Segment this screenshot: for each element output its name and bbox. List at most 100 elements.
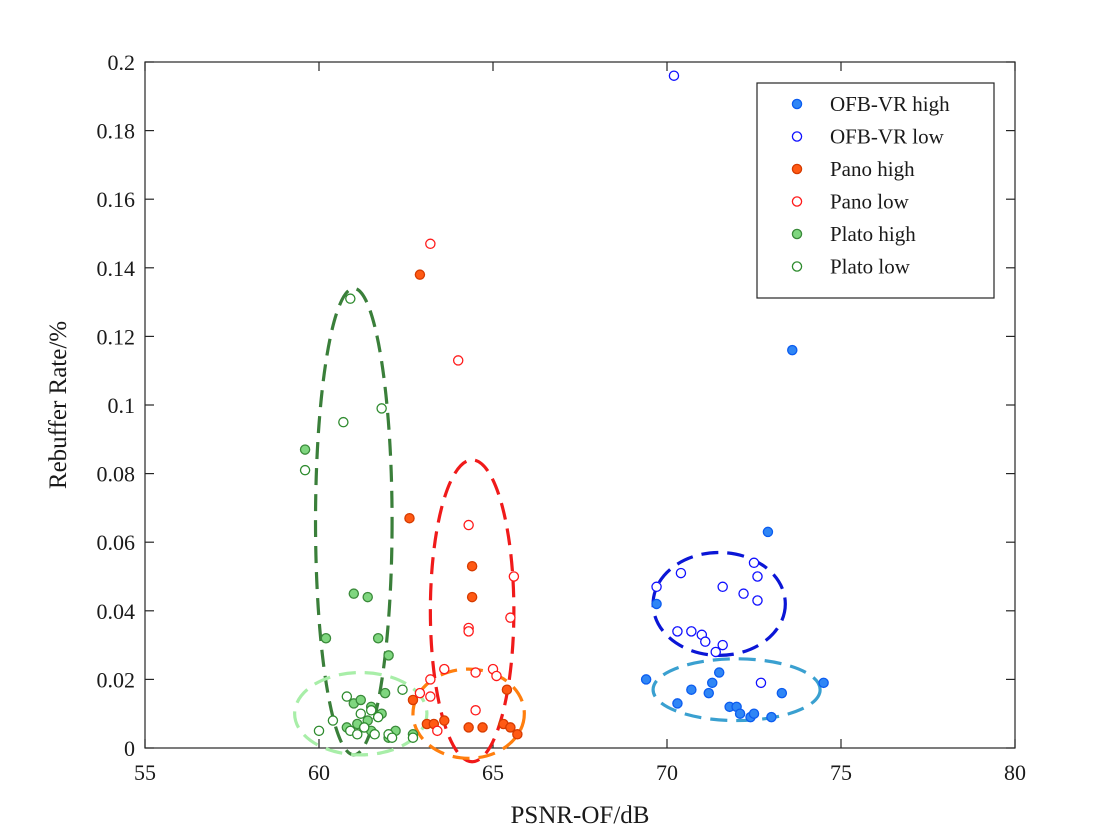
data-point bbox=[700, 636, 711, 647]
data-point bbox=[776, 687, 788, 699]
data-point bbox=[313, 725, 325, 737]
data-point bbox=[470, 667, 481, 678]
legend-marker bbox=[791, 131, 803, 142]
data-point bbox=[501, 684, 513, 695]
data-point bbox=[383, 650, 394, 661]
data-point bbox=[710, 646, 721, 658]
data-point bbox=[470, 705, 481, 716]
series-group bbox=[299, 293, 419, 743]
y-tick-label: 0.08 bbox=[97, 462, 136, 487]
data-point bbox=[651, 581, 662, 593]
cluster-ellipse bbox=[293, 670, 429, 757]
data-point bbox=[717, 639, 728, 651]
data-point bbox=[365, 705, 377, 716]
data-point bbox=[299, 444, 311, 455]
x-tick-label: 55 bbox=[134, 760, 156, 785]
legend: OFB-VR high OFB-VR low Pano high Pano low Pl… bbox=[756, 82, 995, 299]
legend-label: Plato high bbox=[830, 222, 916, 246]
data-point bbox=[766, 711, 777, 723]
data-point bbox=[466, 591, 478, 603]
y-tick-label: 0.1 bbox=[108, 393, 136, 418]
data-point bbox=[706, 677, 718, 689]
data-point bbox=[463, 626, 474, 637]
legend-label: Pano high bbox=[830, 157, 915, 181]
y-tick-label: 0.12 bbox=[97, 324, 136, 349]
legend-marker bbox=[791, 196, 803, 207]
y-tick-label: 0.04 bbox=[97, 599, 136, 624]
data-point bbox=[463, 519, 474, 531]
data-point bbox=[672, 626, 683, 637]
data-point bbox=[686, 684, 697, 695]
data-point bbox=[787, 344, 798, 356]
series-group bbox=[651, 70, 767, 689]
y-tick-label: 0.14 bbox=[97, 256, 136, 281]
data-point bbox=[348, 588, 360, 599]
data-point bbox=[734, 708, 746, 719]
data-point bbox=[432, 725, 443, 737]
x-tick-label: 70 bbox=[656, 760, 678, 785]
data-point bbox=[345, 293, 356, 304]
data-point bbox=[439, 715, 450, 726]
data-point bbox=[508, 571, 520, 582]
data-point bbox=[477, 722, 488, 733]
data-point bbox=[640, 674, 652, 685]
cluster-ellipse bbox=[428, 458, 516, 764]
data-point bbox=[425, 691, 436, 702]
data-point bbox=[338, 416, 349, 428]
data-point bbox=[755, 677, 767, 689]
data-point bbox=[404, 512, 415, 524]
data-point bbox=[341, 691, 353, 702]
y-tick-label: 0.2 bbox=[108, 50, 136, 75]
data-point bbox=[355, 708, 367, 719]
data-point bbox=[358, 722, 370, 733]
data-point bbox=[748, 708, 760, 719]
data-point bbox=[713, 667, 725, 678]
data-point bbox=[703, 687, 715, 699]
data-point bbox=[352, 729, 363, 740]
data-point bbox=[414, 269, 426, 280]
data-point bbox=[505, 612, 516, 623]
data-point bbox=[762, 526, 774, 538]
data-point bbox=[752, 571, 763, 582]
data-point bbox=[386, 732, 398, 743]
legend-marker bbox=[791, 261, 803, 272]
series-group bbox=[404, 269, 523, 740]
data-point bbox=[452, 355, 464, 366]
y-tick-label: 0.06 bbox=[97, 530, 136, 555]
data-point bbox=[397, 684, 408, 695]
data-point bbox=[672, 698, 683, 709]
legend-marker bbox=[791, 228, 803, 240]
data-point bbox=[372, 632, 384, 644]
series-group bbox=[640, 344, 829, 723]
y-tick-label: 0.16 bbox=[97, 187, 136, 212]
data-point bbox=[299, 464, 311, 476]
data-point bbox=[407, 694, 419, 706]
data-point bbox=[320, 632, 332, 644]
data-point bbox=[675, 567, 687, 579]
x-tick-label: 80 bbox=[1004, 760, 1026, 785]
y-tick-label: 0.18 bbox=[97, 119, 136, 144]
data-point bbox=[818, 677, 829, 689]
legend-label: Plato low bbox=[830, 255, 911, 279]
data-point bbox=[414, 687, 426, 699]
data-point bbox=[491, 670, 502, 682]
legend-label: OFB-VR low bbox=[830, 125, 945, 149]
data-point bbox=[651, 598, 662, 610]
legend-marker bbox=[791, 163, 803, 175]
y-tick-label: 0 bbox=[124, 736, 135, 761]
data-point bbox=[379, 687, 391, 699]
data-point bbox=[738, 588, 749, 599]
data-point bbox=[355, 694, 367, 706]
x-tick-label: 75 bbox=[830, 760, 852, 785]
data-point bbox=[362, 591, 373, 603]
data-point bbox=[372, 711, 384, 723]
x-tick-label: 60 bbox=[308, 760, 330, 785]
data-point bbox=[752, 595, 763, 606]
data-point bbox=[668, 70, 680, 81]
data-point bbox=[327, 715, 339, 726]
legend-label: OFB-VR high bbox=[830, 92, 950, 116]
data-point bbox=[439, 663, 450, 675]
data-point bbox=[466, 560, 478, 572]
data-point bbox=[463, 722, 474, 733]
